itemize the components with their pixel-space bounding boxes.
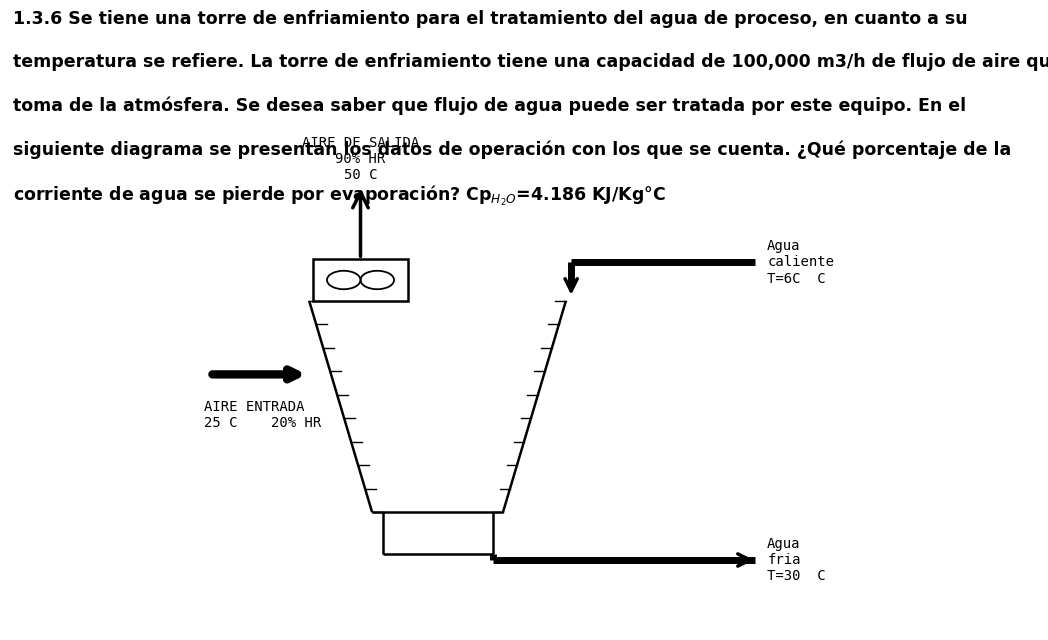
Text: AIRE ENTRADA
25 C    20% HR: AIRE ENTRADA 25 C 20% HR — [204, 400, 322, 430]
Text: AIRE DE SALIDA
90% HR
50 C: AIRE DE SALIDA 90% HR 50 C — [302, 136, 419, 182]
Text: Agua
caliente
T=6C  C: Agua caliente T=6C C — [767, 239, 834, 285]
Text: siguiente diagrama se presentan los datos de operación con los que se cuenta. ¿Q: siguiente diagrama se presentan los dato… — [13, 140, 1011, 159]
Text: Agua
fria
T=30  C: Agua fria T=30 C — [767, 537, 826, 583]
Text: temperatura se refiere. La torre de enfriamiento tiene una capacidad de 100,000 : temperatura se refiere. La torre de enfr… — [13, 53, 1048, 71]
Text: toma de la atmósfera. Se desea saber que flujo de agua puede ser tratada por est: toma de la atmósfera. Se desea saber que… — [13, 97, 965, 115]
Text: corriente de agua se pierde por evaporación? Cp$_{H_{2}O}$=4.186 KJ/Kg°C: corriente de agua se pierde por evaporac… — [13, 184, 665, 208]
Polygon shape — [313, 259, 408, 301]
Text: 1.3.6 Se tiene una torre de enfriamiento para el tratamiento del agua de proceso: 1.3.6 Se tiene una torre de enfriamiento… — [13, 10, 967, 28]
